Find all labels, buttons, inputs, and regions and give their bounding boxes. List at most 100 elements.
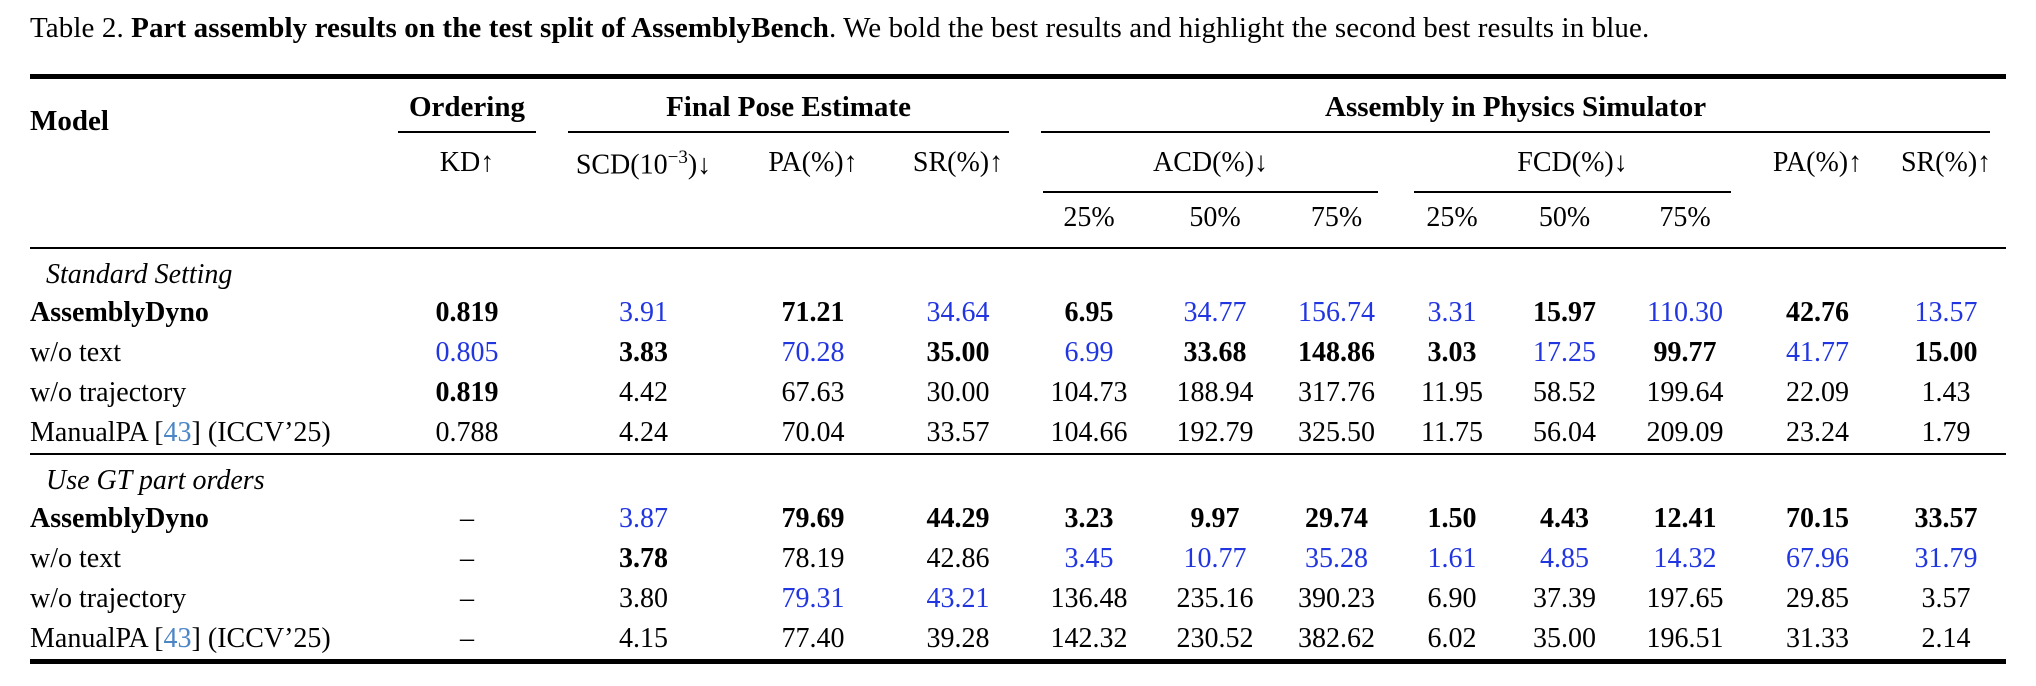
value-cell: 42.86: [926, 543, 990, 574]
value-cell: 56.04: [1533, 417, 1597, 448]
col-header-pa-sim: PA(%)↑: [1772, 147, 1863, 178]
value-cell: 3.31: [1427, 297, 1477, 328]
value-cell: 31.33: [1786, 623, 1850, 654]
col-header-sr-sim: SR(%)↑: [1900, 147, 1992, 178]
value-cell: 33.57: [926, 417, 990, 448]
caption-rest: . We bold the best results and highlight…: [828, 12, 1650, 44]
value-cell: 11.75: [1421, 417, 1483, 448]
col-header-acd-50: 50%: [1189, 202, 1241, 233]
value-cell: 192.79: [1176, 417, 1254, 448]
col-header-sr-pose: SR(%)↑: [912, 147, 1004, 178]
value-cell: 39.28: [926, 623, 990, 654]
value-cell: 35.28: [1305, 543, 1369, 574]
model-name-text: ManualPA [: [30, 623, 164, 654]
citation-link[interactable]: 43: [163, 623, 192, 654]
model-name: w/o trajectory: [30, 583, 187, 614]
value-cell: 34.77: [1183, 297, 1247, 328]
value-cell: 4.42: [619, 377, 668, 408]
value-cell: –: [460, 583, 474, 614]
model-name: w/o text: [30, 543, 121, 574]
value-cell: 1.61: [1427, 543, 1477, 574]
value-cell: 209.09: [1646, 417, 1724, 448]
group-label-fcd: FCD(%)↓: [1517, 147, 1628, 178]
value-cell: 37.39: [1533, 583, 1597, 614]
value-cell: 77.40: [781, 623, 845, 654]
value-cell: 42.76: [1786, 297, 1850, 328]
value-cell: 104.73: [1050, 377, 1128, 408]
group-label-acd: ACD(%)↓: [1152, 147, 1269, 178]
value-cell: 14.32: [1653, 543, 1717, 574]
value-cell: 15.97: [1533, 297, 1597, 328]
scd-label-pre: SCD(10: [575, 149, 668, 181]
table-body: Standard Setting AssemblyDyno 0.819 3.91 71.…: [30, 248, 2007, 662]
section-row: Standard Setting: [30, 248, 2006, 293]
scd-label-post: )↓: [687, 149, 712, 181]
value-cell: 2.14: [1921, 623, 1971, 654]
table-row: w/o trajectory 0.819 4.42 67.63 30.00 104.73 1…: [30, 373, 2006, 413]
value-cell: 4.85: [1540, 543, 1590, 574]
value-cell: 67.63: [781, 377, 845, 408]
value-cell: 11.95: [1421, 377, 1483, 408]
table-header: Model Ordering Final Pose Estimate Assem…: [30, 77, 2007, 248]
value-cell: 110.30: [1647, 297, 1723, 328]
value-cell: 230.52: [1176, 623, 1254, 654]
table-row: ManualPA [43] (ICCV’25) – 4.15 77.40 39.28 14…: [30, 619, 2006, 662]
value-cell: 1.50: [1427, 503, 1477, 534]
citation-link[interactable]: 43: [163, 417, 192, 448]
value-cell: 10.77: [1183, 543, 1247, 574]
model-name-text: ] (ICCV’25): [191, 417, 331, 448]
value-cell: 70.28: [781, 337, 845, 368]
value-cell: 196.51: [1646, 623, 1724, 654]
group-label-physics: Assembly in Physics Simulator: [1325, 91, 1707, 123]
value-cell: 382.62: [1298, 623, 1376, 654]
value-cell: 6.95: [1064, 297, 1114, 328]
value-cell: 13.57: [1914, 297, 1978, 328]
value-cell: 29.85: [1786, 583, 1850, 614]
value-cell: 3.80: [619, 583, 668, 614]
value-cell: 67.96: [1786, 543, 1850, 574]
value-cell: 70.04: [781, 417, 845, 448]
value-cell: 23.24: [1786, 417, 1850, 448]
value-cell: 29.74: [1305, 503, 1369, 534]
value-cell: 43.21: [926, 583, 990, 614]
col-header-pa-pose: PA(%)↑: [768, 147, 858, 178]
value-cell: 0.819: [435, 297, 499, 328]
value-cell: 35.00: [1533, 623, 1597, 654]
value-cell: 17.25: [1533, 337, 1597, 368]
value-cell: –: [460, 543, 474, 574]
model-name-text: ManualPA [: [30, 417, 164, 448]
results-table: Model Ordering Final Pose Estimate Assem…: [30, 74, 2007, 664]
table-caption: Table 2. Part assembly results on the te…: [30, 8, 2006, 48]
value-cell: 33.57: [1914, 503, 1978, 534]
value-cell: 156.74: [1298, 297, 1376, 328]
col-header-fcd-25: 25%: [1426, 202, 1478, 233]
value-cell: 1.43: [1921, 377, 1971, 408]
value-cell: 71.21: [781, 297, 845, 328]
section-label: Standard Setting: [46, 259, 233, 290]
value-cell: 35.00: [926, 337, 990, 368]
col-header-scd: SCD(10−3)↓: [552, 133, 735, 248]
value-cell: 12.41: [1653, 503, 1717, 534]
value-cell: 31.79: [1914, 543, 1978, 574]
table-row: w/o trajectory – 3.80 79.31 43.21 136.48 235.1…: [30, 579, 2006, 619]
value-cell: 6.02: [1427, 623, 1477, 654]
value-cell: 30.00: [926, 377, 990, 408]
value-cell: 317.76: [1298, 377, 1376, 408]
value-cell: 0.819: [435, 377, 499, 408]
value-cell: –: [460, 623, 474, 654]
table-row: w/o text 0.805 3.83 70.28 35.00 6.99 33.68 148.…: [30, 333, 2006, 373]
section-label: Use GT part orders: [30, 453, 2007, 499]
col-header-model: Model: [30, 105, 109, 137]
value-cell: 4.43: [1540, 503, 1590, 534]
section-row: Use GT part orders: [30, 453, 2007, 499]
value-cell: 79.69: [781, 503, 845, 534]
value-cell: 34.64: [926, 297, 990, 328]
value-cell: 197.65: [1646, 583, 1724, 614]
value-cell: 3.45: [1064, 543, 1114, 574]
value-cell: 44.29: [926, 503, 990, 534]
value-cell: 104.66: [1050, 417, 1128, 448]
model-name: AssemblyDyno: [30, 297, 209, 328]
col-header-acd-75: 75%: [1310, 202, 1363, 233]
value-cell: 3.57: [1921, 583, 1971, 614]
